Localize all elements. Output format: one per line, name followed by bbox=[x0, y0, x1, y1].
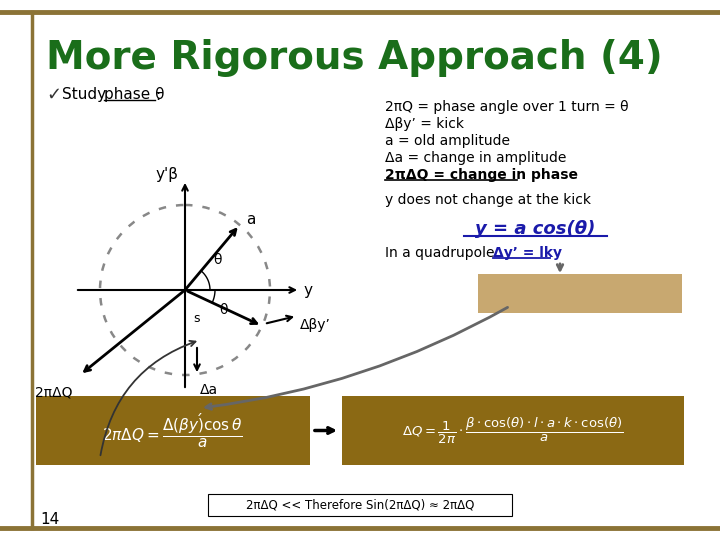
Text: θ: θ bbox=[213, 253, 222, 267]
Text: a: a bbox=[246, 212, 255, 227]
Text: ✓: ✓ bbox=[46, 86, 61, 104]
Text: y does not change at the kick: y does not change at the kick bbox=[385, 193, 591, 207]
FancyBboxPatch shape bbox=[478, 274, 682, 313]
Text: More Rigorous Approach (4): More Rigorous Approach (4) bbox=[46, 39, 662, 77]
Text: phase θ: phase θ bbox=[104, 87, 164, 103]
Text: 2πΔQ: 2πΔQ bbox=[35, 385, 72, 399]
Text: Δa = change in amplitude: Δa = change in amplitude bbox=[385, 151, 567, 165]
Text: a = old amplitude: a = old amplitude bbox=[385, 134, 510, 148]
Text: 14: 14 bbox=[40, 512, 59, 528]
FancyBboxPatch shape bbox=[208, 494, 512, 516]
FancyBboxPatch shape bbox=[36, 396, 310, 465]
Text: Δβy’ = kick: Δβy’ = kick bbox=[385, 117, 464, 131]
Text: :: : bbox=[155, 87, 160, 103]
Text: y: y bbox=[303, 282, 312, 298]
Text: s: s bbox=[193, 312, 199, 325]
Text: Δy’ = lky: Δy’ = lky bbox=[493, 246, 562, 260]
Text: Study: Study bbox=[62, 87, 111, 103]
Text: y = a cos(θ): y = a cos(θ) bbox=[474, 220, 595, 238]
Text: 2πQ = phase angle over 1 turn = θ: 2πQ = phase angle over 1 turn = θ bbox=[385, 100, 629, 114]
Text: $2\pi\Delta Q = \dfrac{\Delta(\beta y\')\cos\theta}{a}$: $2\pi\Delta Q = \dfrac{\Delta(\beta y\')… bbox=[102, 411, 243, 450]
Text: 2πΔQ = change in phase: 2πΔQ = change in phase bbox=[385, 168, 578, 182]
Text: $\Delta Q = \dfrac{1}{2\pi}\cdot\dfrac{\beta\cdot\cos(\theta)\cdot l\cdot a\cdot: $\Delta Q = \dfrac{1}{2\pi}\cdot\dfrac{\… bbox=[402, 415, 624, 445]
FancyBboxPatch shape bbox=[342, 396, 684, 465]
Text: θ: θ bbox=[219, 303, 228, 317]
Text: In a quadrupole: In a quadrupole bbox=[385, 246, 499, 260]
Text: Δβy’: Δβy’ bbox=[300, 318, 331, 332]
Text: y'β: y'β bbox=[156, 167, 179, 183]
Text: Δa: Δa bbox=[200, 383, 218, 397]
Text: 2πΔQ << Therefore Sin(2πΔQ) ≈ 2πΔQ: 2πΔQ << Therefore Sin(2πΔQ) ≈ 2πΔQ bbox=[246, 498, 474, 511]
